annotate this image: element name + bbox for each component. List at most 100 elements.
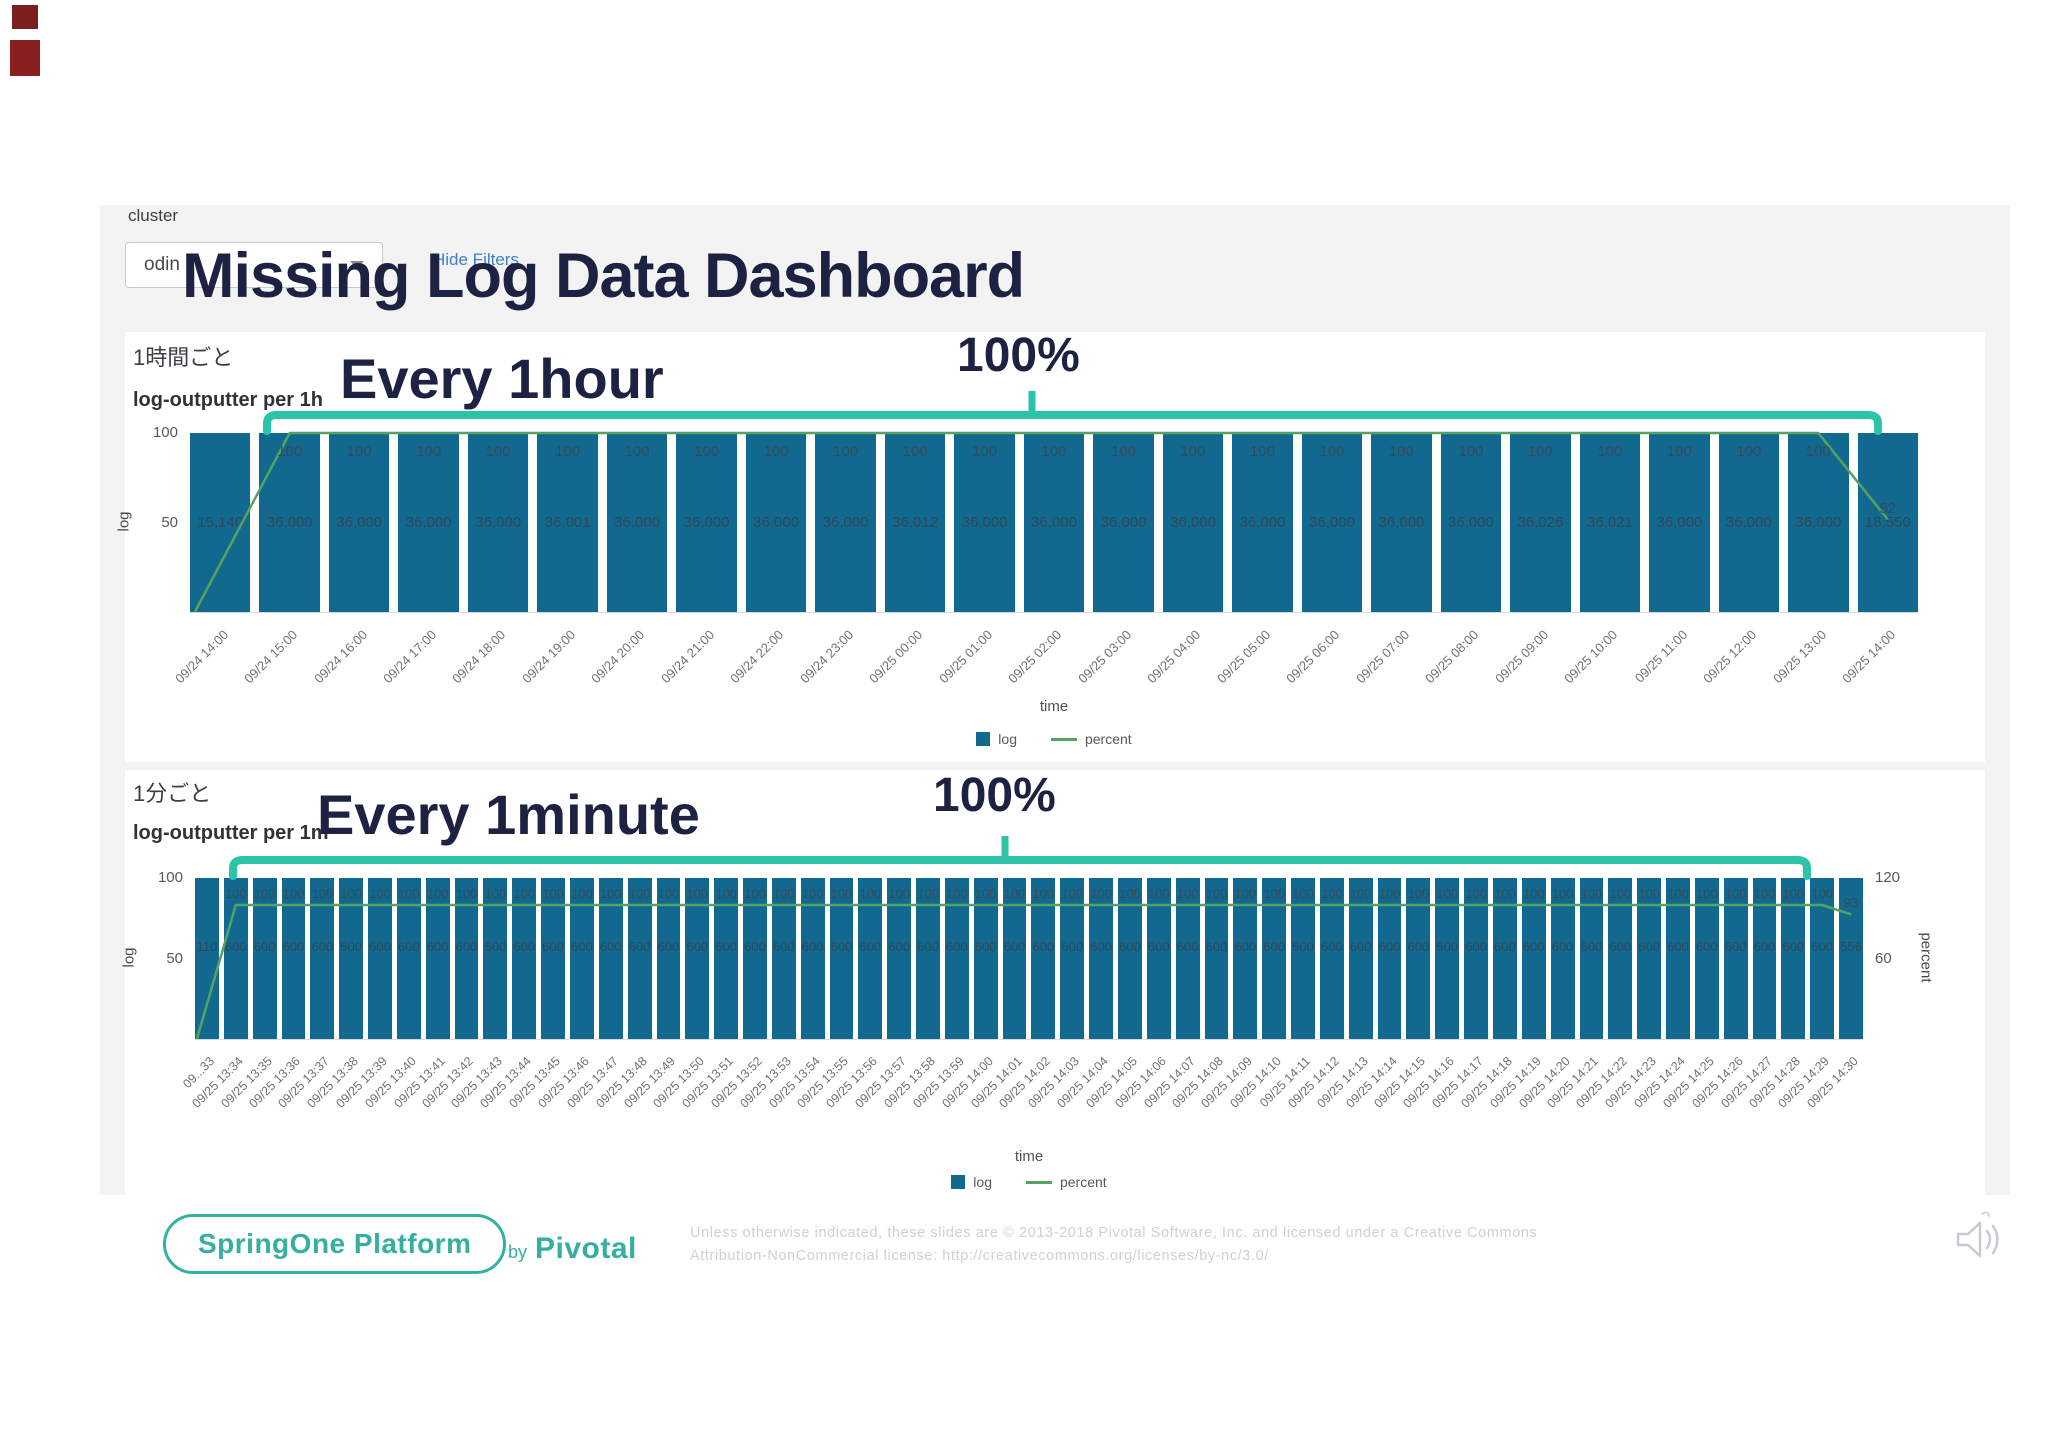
legend-log[interactable]: log: [951, 1174, 992, 1190]
bar[interactable]: 600: [1781, 878, 1806, 1039]
bar[interactable]: 600: [1291, 878, 1315, 1039]
bar[interactable]: 36,000: [398, 433, 459, 612]
bar[interactable]: 600: [1723, 878, 1748, 1039]
bar[interactable]: 600: [1492, 878, 1517, 1039]
bar[interactable]: 600: [310, 878, 335, 1039]
bar[interactable]: 600: [1752, 878, 1777, 1039]
bar[interactable]: 600: [771, 878, 796, 1039]
bar[interactable]: 36,012: [884, 433, 946, 612]
percent-point-label: 100: [1292, 886, 1314, 901]
bar[interactable]: 36,000: [815, 433, 876, 612]
bar[interactable]: 600: [1233, 878, 1258, 1039]
bar-value-label: 556: [1840, 939, 1862, 954]
bar[interactable]: 600: [1146, 878, 1171, 1039]
bar[interactable]: 600: [1550, 878, 1575, 1039]
bar[interactable]: 600: [1810, 878, 1835, 1039]
bar[interactable]: 556: [1839, 878, 1863, 1039]
bar[interactable]: 36,001: [537, 433, 598, 612]
hide-filters-link[interactable]: Hide Filters: [433, 250, 519, 269]
bar[interactable]: 600: [1377, 878, 1402, 1039]
bar[interactable]: 600: [1060, 878, 1085, 1039]
bar[interactable]: 600: [541, 878, 565, 1039]
bar-value-label: 600: [1667, 939, 1689, 954]
bar[interactable]: 600: [656, 878, 681, 1039]
bar[interactable]: 36,000: [1788, 433, 1849, 612]
bar[interactable]: 36,000: [467, 433, 529, 612]
bar[interactable]: 600: [1118, 878, 1142, 1039]
bar[interactable]: 36,000: [1023, 433, 1085, 612]
bar[interactable]: 15,140: [190, 433, 251, 612]
bar[interactable]: 600: [1637, 878, 1662, 1039]
x-axis-tick-label: 09/25 13:00: [1769, 627, 1829, 687]
bar-value-label: 36,000: [822, 514, 869, 531]
bar[interactable]: 600: [944, 878, 969, 1039]
bar[interactable]: 600: [973, 878, 998, 1039]
bar[interactable]: 600: [569, 878, 594, 1039]
bar[interactable]: 600: [1319, 878, 1344, 1039]
bar[interactable]: 36,000: [745, 433, 807, 612]
bar[interactable]: 600: [454, 878, 479, 1039]
bar[interactable]: 600: [1175, 878, 1200, 1039]
legend-percent[interactable]: percent: [1025, 1174, 1107, 1190]
bar[interactable]: 36,000: [1093, 433, 1154, 612]
bar[interactable]: 36,000: [1301, 433, 1363, 612]
bar[interactable]: 36,021: [1579, 433, 1641, 612]
bar[interactable]: 36,026: [1510, 433, 1571, 612]
bar[interactable]: 600: [512, 878, 537, 1039]
bar-value-label: 600: [1263, 939, 1285, 954]
bar[interactable]: 600: [1406, 878, 1431, 1039]
cluster-dropdown[interactable]: odin: [125, 242, 383, 288]
bar[interactable]: 36,000: [1718, 433, 1780, 612]
bar[interactable]: 600: [1348, 878, 1373, 1039]
bar[interactable]: 36,000: [606, 433, 668, 612]
bar[interactable]: 600: [1031, 878, 1056, 1039]
bar[interactable]: 36,000: [328, 433, 390, 612]
bar[interactable]: 600: [223, 878, 248, 1039]
bar[interactable]: 600: [714, 878, 739, 1039]
bar[interactable]: 600: [887, 878, 912, 1039]
bar[interactable]: 600: [483, 878, 508, 1039]
bar[interactable]: 600: [1262, 878, 1287, 1039]
legend-percent[interactable]: percent: [1050, 731, 1132, 747]
bar[interactable]: 600: [339, 878, 364, 1039]
bar[interactable]: 600: [1435, 878, 1460, 1039]
bar[interactable]: 600: [1579, 878, 1604, 1039]
percent-point-label: 100: [369, 886, 391, 901]
bar[interactable]: 36,000: [954, 433, 1015, 612]
bar[interactable]: 600: [396, 878, 421, 1039]
bar[interactable]: 600: [368, 878, 392, 1039]
bar[interactable]: 600: [800, 878, 825, 1039]
bar[interactable]: 600: [1204, 878, 1229, 1039]
bar[interactable]: 600: [252, 878, 277, 1039]
percent-point-label: 100: [1551, 886, 1574, 901]
bar[interactable]: 110: [195, 878, 219, 1039]
bar-value-label: 600: [1724, 939, 1747, 954]
bar[interactable]: 600: [1666, 878, 1690, 1039]
bar[interactable]: 600: [829, 878, 854, 1039]
bar[interactable]: 600: [743, 878, 767, 1039]
bar[interactable]: 36,000: [676, 433, 737, 612]
bar[interactable]: 36,000: [1371, 433, 1432, 612]
bar[interactable]: 18,550: [1857, 433, 1919, 612]
bar[interactable]: 600: [1608, 878, 1633, 1039]
legend-log[interactable]: log: [976, 731, 1017, 747]
bar[interactable]: 600: [1464, 878, 1488, 1039]
bar[interactable]: 36,000: [1232, 433, 1293, 612]
bar[interactable]: 600: [627, 878, 652, 1039]
bar[interactable]: 600: [685, 878, 710, 1039]
bar[interactable]: 36,000: [1162, 433, 1224, 612]
bar[interactable]: 600: [1521, 878, 1546, 1039]
speaker-icon: [1944, 1206, 2012, 1274]
bar[interactable]: 600: [598, 878, 623, 1039]
bar[interactable]: 600: [281, 878, 306, 1039]
bar[interactable]: 600: [425, 878, 450, 1039]
bar[interactable]: 36,000: [1649, 433, 1710, 612]
bar[interactable]: 600: [1089, 878, 1113, 1039]
bar[interactable]: 36,000: [259, 433, 320, 612]
bar[interactable]: 600: [1002, 878, 1027, 1039]
bar-value-label: 600: [1090, 939, 1112, 954]
bar[interactable]: 600: [916, 878, 940, 1039]
bar[interactable]: 36,000: [1440, 433, 1502, 612]
bar[interactable]: 600: [858, 878, 883, 1039]
bar[interactable]: 600: [1694, 878, 1719, 1039]
